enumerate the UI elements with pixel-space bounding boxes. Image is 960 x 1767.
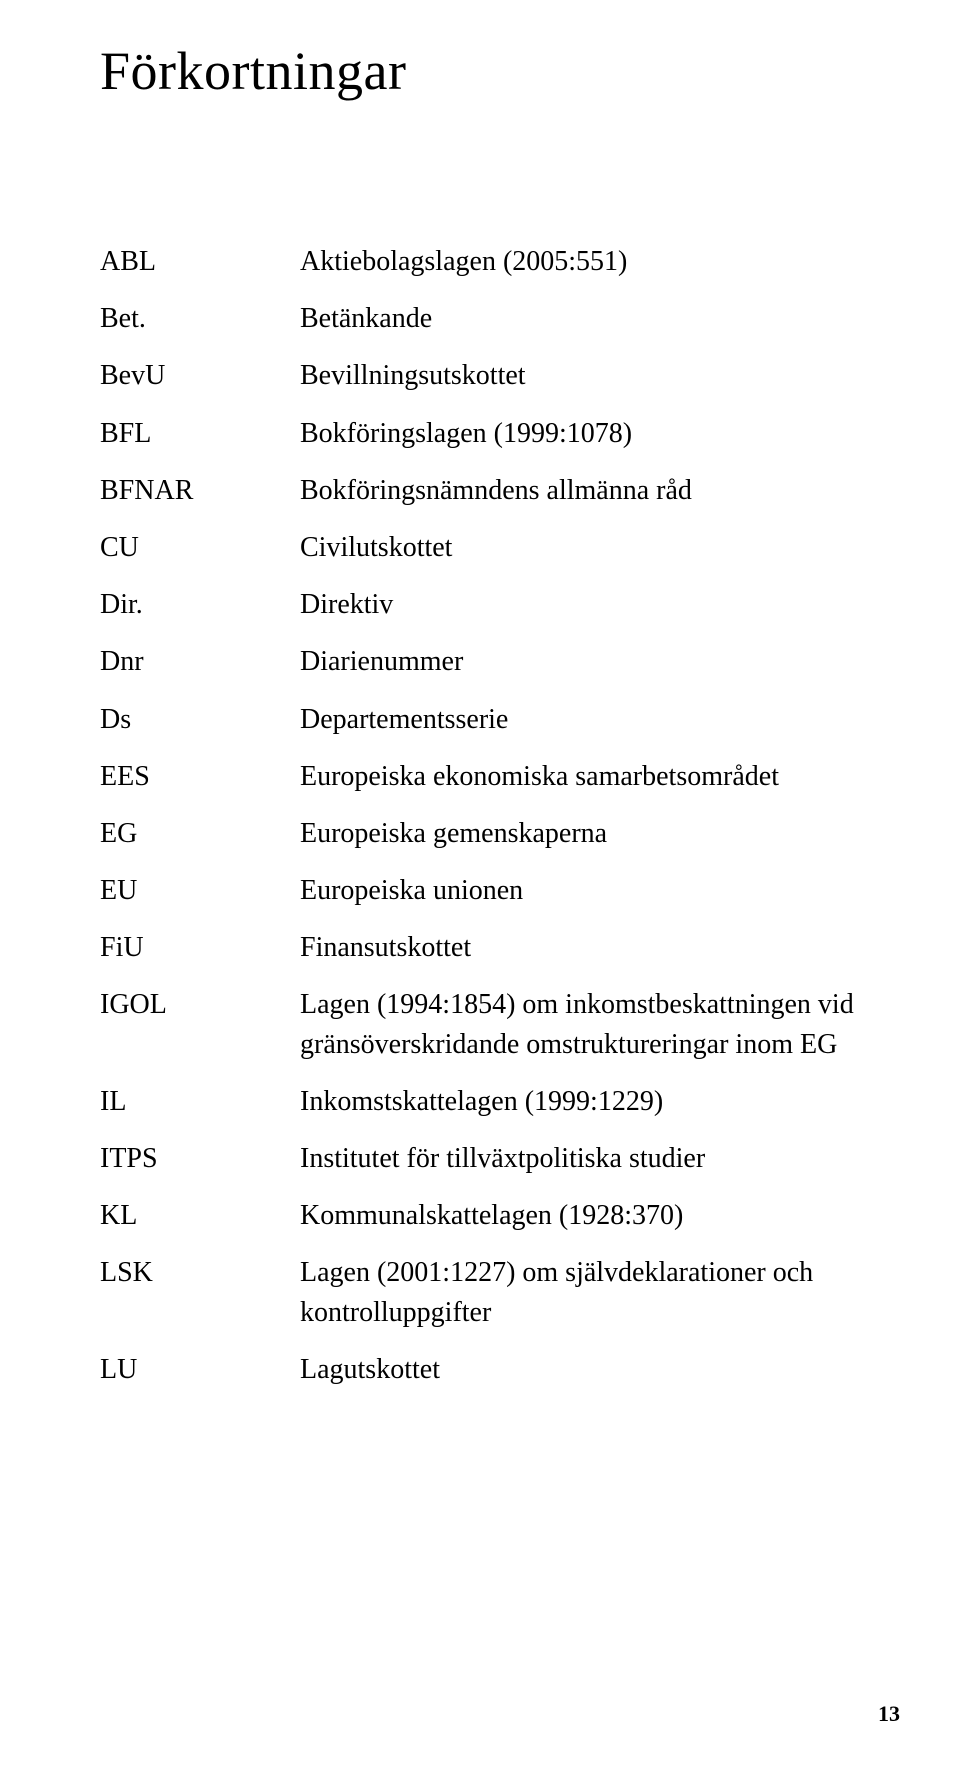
abbrev-value: Lagen (1994:1854) om inkomstbeskattninge… [300, 985, 900, 1063]
abbrev-key: BFNAR [100, 471, 300, 510]
abbrev-value: Bokföringsnämndens allmänna råd [300, 471, 900, 510]
abbrev-key: EES [100, 757, 300, 796]
abbrev-value: Departementsserie [300, 700, 900, 739]
abbrev-value: Europeiska ekonomiska samarbetsområdet [300, 757, 900, 796]
abbrev-key: EU [100, 871, 300, 910]
abbrev-row: BFNAR Bokföringsnämndens allmänna råd [100, 471, 900, 510]
abbrev-value: Finansutskottet [300, 928, 900, 967]
abbrev-key: EG [100, 814, 300, 853]
abbrev-value: Betänkande [300, 299, 900, 338]
abbrev-value: Aktiebolagslagen (2005:551) [300, 242, 900, 281]
abbrev-value: Inkomstskattelagen (1999:1229) [300, 1082, 900, 1121]
abbrev-value: Europeiska gemenskaperna [300, 814, 900, 853]
abbrev-value: Bokföringslagen (1999:1078) [300, 414, 900, 453]
page-title: Förkortningar [100, 40, 920, 102]
abbrev-row: EU Europeiska unionen [100, 871, 900, 910]
document-page: Förkortningar ABL Aktiebolagslagen (2005… [0, 0, 960, 1767]
abbrev-key: BFL [100, 414, 300, 453]
abbrev-key: LU [100, 1350, 300, 1389]
abbrev-row: Dir. Direktiv [100, 585, 900, 624]
abbrev-row: BevU Bevillningsutskottet [100, 356, 900, 395]
abbrev-key: IGOL [100, 985, 300, 1024]
abbrev-value: Diarienummer [300, 642, 900, 681]
abbrev-key: CU [100, 528, 300, 567]
abbreviation-list: ABL Aktiebolagslagen (2005:551) Bet. Bet… [100, 242, 920, 1389]
abbrev-row: Ds Departementsserie [100, 700, 900, 739]
abbrev-row: LSK Lagen (2001:1227) om självdeklaratio… [100, 1253, 900, 1331]
abbrev-value: Lagutskottet [300, 1350, 900, 1389]
abbrev-key: Ds [100, 700, 300, 739]
abbrev-key: ABL [100, 242, 300, 281]
abbrev-key: KL [100, 1196, 300, 1235]
abbrev-key: Bet. [100, 299, 300, 338]
abbrev-value: Europeiska unionen [300, 871, 900, 910]
abbrev-value: Civilutskottet [300, 528, 900, 567]
abbrev-row: EES Europeiska ekonomiska samarbetsområd… [100, 757, 900, 796]
abbrev-key: Dir. [100, 585, 300, 624]
page-number: 13 [878, 1701, 900, 1727]
abbrev-key: ITPS [100, 1139, 300, 1178]
abbrev-key: BevU [100, 356, 300, 395]
abbrev-key: Dnr [100, 642, 300, 681]
abbrev-row: ABL Aktiebolagslagen (2005:551) [100, 242, 900, 281]
abbrev-row: BFL Bokföringslagen (1999:1078) [100, 414, 900, 453]
abbrev-row: EG Europeiska gemenskaperna [100, 814, 900, 853]
abbrev-value: Lagen (2001:1227) om självdeklarationer … [300, 1253, 900, 1331]
abbrev-row: IGOL Lagen (1994:1854) om inkomstbeskatt… [100, 985, 900, 1063]
abbrev-row: FiU Finansutskottet [100, 928, 900, 967]
abbrev-row: KL Kommunalskattelagen (1928:370) [100, 1196, 900, 1235]
abbrev-value: Bevillningsutskottet [300, 356, 900, 395]
abbrev-key: LSK [100, 1253, 300, 1292]
abbrev-row: Bet. Betänkande [100, 299, 900, 338]
abbrev-row: ITPS Institutet för tillväxtpolitiska st… [100, 1139, 900, 1178]
abbrev-row: LU Lagutskottet [100, 1350, 900, 1389]
abbrev-value: Kommunalskattelagen (1928:370) [300, 1196, 900, 1235]
abbrev-key: IL [100, 1082, 300, 1121]
abbrev-row: IL Inkomstskattelagen (1999:1229) [100, 1082, 900, 1121]
abbrev-row: CU Civilutskottet [100, 528, 900, 567]
abbrev-row: Dnr Diarienummer [100, 642, 900, 681]
abbrev-key: FiU [100, 928, 300, 967]
abbrev-value: Direktiv [300, 585, 900, 624]
abbrev-value: Institutet för tillväxtpolitiska studier [300, 1139, 900, 1178]
